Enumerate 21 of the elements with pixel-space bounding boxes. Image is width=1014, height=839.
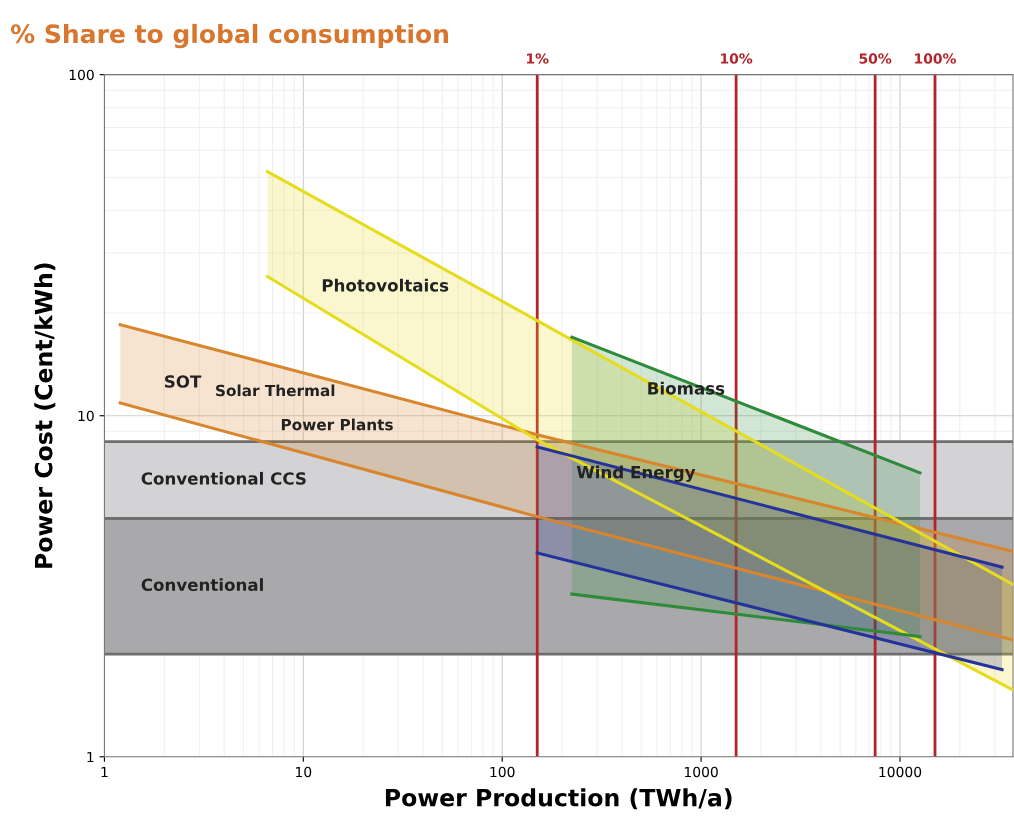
x-tick-label: 10000 — [879, 766, 922, 778]
x-axis-title: Power Production (TWh/a) — [385, 788, 732, 810]
y-axis-title: Power Cost (Cent/kWh) — [34, 263, 56, 568]
text: 100% — [915, 53, 957, 64]
annotation: Solar Thermal — [216, 384, 335, 397]
text: 50% — [859, 53, 892, 64]
text: 1% — [527, 53, 549, 64]
y-tick-label: 1 — [87, 751, 94, 763]
x-tick-label: 10 — [296, 766, 312, 778]
chart-title: % Share to global consumption — [10, 23, 449, 49]
text: 10% — [721, 53, 753, 64]
series-label: Photovoltaics — [322, 278, 449, 292]
x-tick-label: 100 — [490, 766, 515, 778]
y-tick-label: 10 — [78, 410, 94, 422]
annotation: Power Plants — [281, 418, 393, 431]
y-tick-label: 100 — [69, 69, 94, 81]
x-tick-label: 1000 — [684, 766, 718, 778]
series-label: SOT — [165, 375, 202, 388]
x-tick-label: 1 — [101, 766, 108, 778]
band-label: Conventional — [141, 578, 263, 592]
band-label: Conventional CCS — [141, 471, 306, 485]
